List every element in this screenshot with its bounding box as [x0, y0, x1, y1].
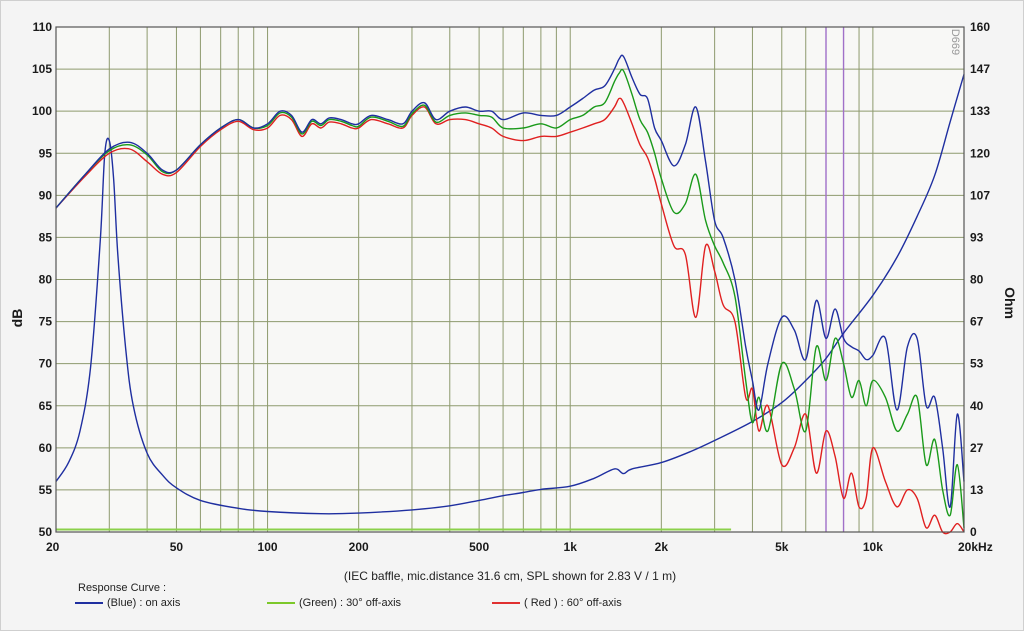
- x-tick-label: 20kHz: [958, 540, 993, 554]
- y-right-tick-label: 53: [970, 357, 984, 371]
- legend-label-green: (Green) : 30° off-axis: [299, 597, 402, 609]
- y-left-tick-label: 65: [39, 399, 53, 413]
- y-left-tick-label: 70: [39, 357, 53, 371]
- y-left-tick-label: 60: [39, 441, 53, 455]
- series-30deg-line: [55, 68, 965, 528]
- measurement-note: (IEC baffle, mic.distance 31.6 cm, SPL s…: [344, 569, 676, 583]
- legend-title: Response Curve :: [78, 582, 167, 594]
- series-impedance-line: [55, 74, 965, 515]
- legend-item-blue: (Blue) : on axis: [75, 597, 180, 609]
- legend-swatch-green: [267, 602, 295, 604]
- legend-swatch-red: [492, 602, 520, 604]
- y-right-tick-label: 40: [970, 399, 984, 413]
- y-right-tick-label: 13: [970, 483, 984, 497]
- y-left-tick-label: 50: [39, 525, 53, 539]
- x-tick-label: 50: [170, 540, 184, 554]
- x-tick-label: 20: [46, 540, 60, 554]
- y-left-tick-label: 100: [32, 104, 52, 118]
- x-tick-label: 500: [469, 540, 489, 554]
- y-right-tick-label: 67: [970, 315, 984, 329]
- plot-border: [55, 26, 965, 533]
- x-tick-label: 10k: [863, 540, 883, 554]
- tick-labels: 50 55 60 65 70 75 80 85 90 95 100 105 110 0 13 27 40 53 67…: [32, 20, 993, 554]
- y-left-tick-label: 110: [33, 20, 53, 34]
- y-right-tick-label: 80: [970, 273, 984, 287]
- y-left-tick-label: 80: [39, 273, 53, 287]
- y-left-tick-label: 55: [39, 483, 53, 497]
- legend-item-red: ( Red ) : 60° off-axis: [492, 597, 622, 609]
- grid: [55, 26, 965, 533]
- y-right-tick-label: 120: [970, 146, 990, 160]
- x-tick-label: 200: [349, 540, 369, 554]
- y-left-tick-label: 105: [32, 62, 52, 76]
- legend-label-red: ( Red ) : 60° off-axis: [524, 597, 622, 609]
- x-tick-label: 100: [258, 540, 278, 554]
- y-right-tick-label: 133: [970, 104, 990, 118]
- y-right-tick-label: 147: [970, 62, 990, 76]
- y-left-tick-label: 75: [39, 315, 53, 329]
- y-left-tick-label: 90: [39, 188, 53, 202]
- y-left-tick-label: 95: [39, 146, 53, 160]
- y-axis-left-title: dB: [9, 309, 25, 328]
- x-tick-label: 5k: [775, 540, 789, 554]
- y-right-tick-label: 27: [970, 441, 984, 455]
- series-layer: [55, 54, 965, 535]
- x-tick-label: 2k: [655, 540, 669, 554]
- series-60deg-line: [55, 97, 965, 535]
- legend-label-blue: (Blue) : on axis: [107, 597, 181, 609]
- y-right-tick-label: 0: [970, 525, 977, 539]
- y-right-tick-label: 93: [970, 230, 984, 244]
- series-on-axis-line: [55, 54, 965, 508]
- plot-border-rect: [55, 26, 965, 533]
- legend-swatch-blue: [75, 602, 103, 604]
- y-left-tick-label: 85: [39, 230, 53, 244]
- y-right-tick-label: 107: [970, 188, 990, 202]
- legend-item-green: (Green) : 30° off-axis: [267, 597, 401, 609]
- y-axis-right-title: Ohm: [1002, 287, 1018, 319]
- y-right-tick-label: 160: [970, 20, 990, 34]
- x-tick-label: 1k: [564, 540, 578, 554]
- watermark: D669: [949, 29, 961, 55]
